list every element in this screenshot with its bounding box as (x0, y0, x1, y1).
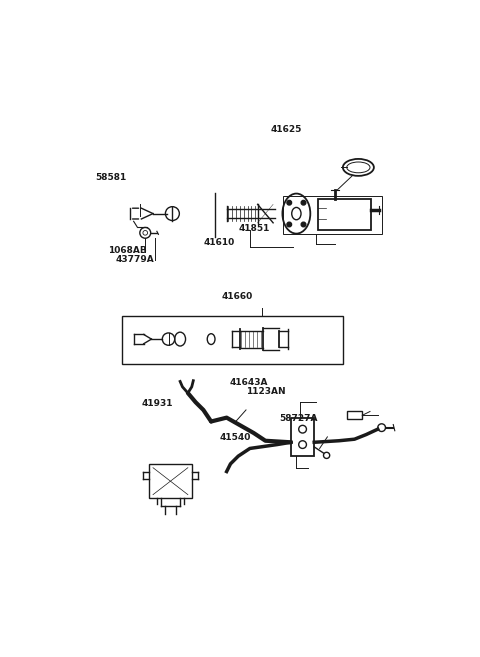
Text: 1123AN: 1123AN (246, 387, 286, 396)
Bar (318, 199, 371, 230)
Bar (291, 418, 314, 456)
Text: 41610: 41610 (203, 238, 234, 247)
Text: 58727A: 58727A (279, 414, 318, 423)
Text: 41625: 41625 (270, 125, 301, 134)
Text: 41851: 41851 (239, 223, 270, 233)
Text: 1068AB: 1068AB (108, 246, 147, 255)
Text: 41931: 41931 (141, 399, 173, 408)
Bar (283, 196, 383, 235)
Text: 41540: 41540 (219, 433, 251, 442)
Circle shape (287, 222, 291, 227)
Circle shape (301, 200, 306, 205)
Text: 58581: 58581 (96, 173, 127, 182)
Bar (347, 411, 362, 419)
Bar (122, 316, 343, 364)
Circle shape (301, 222, 306, 227)
Circle shape (287, 200, 291, 205)
Text: 43779A: 43779A (116, 255, 155, 264)
Text: 41660: 41660 (222, 292, 253, 301)
Bar (149, 464, 192, 499)
Text: 41643A: 41643A (229, 378, 268, 387)
